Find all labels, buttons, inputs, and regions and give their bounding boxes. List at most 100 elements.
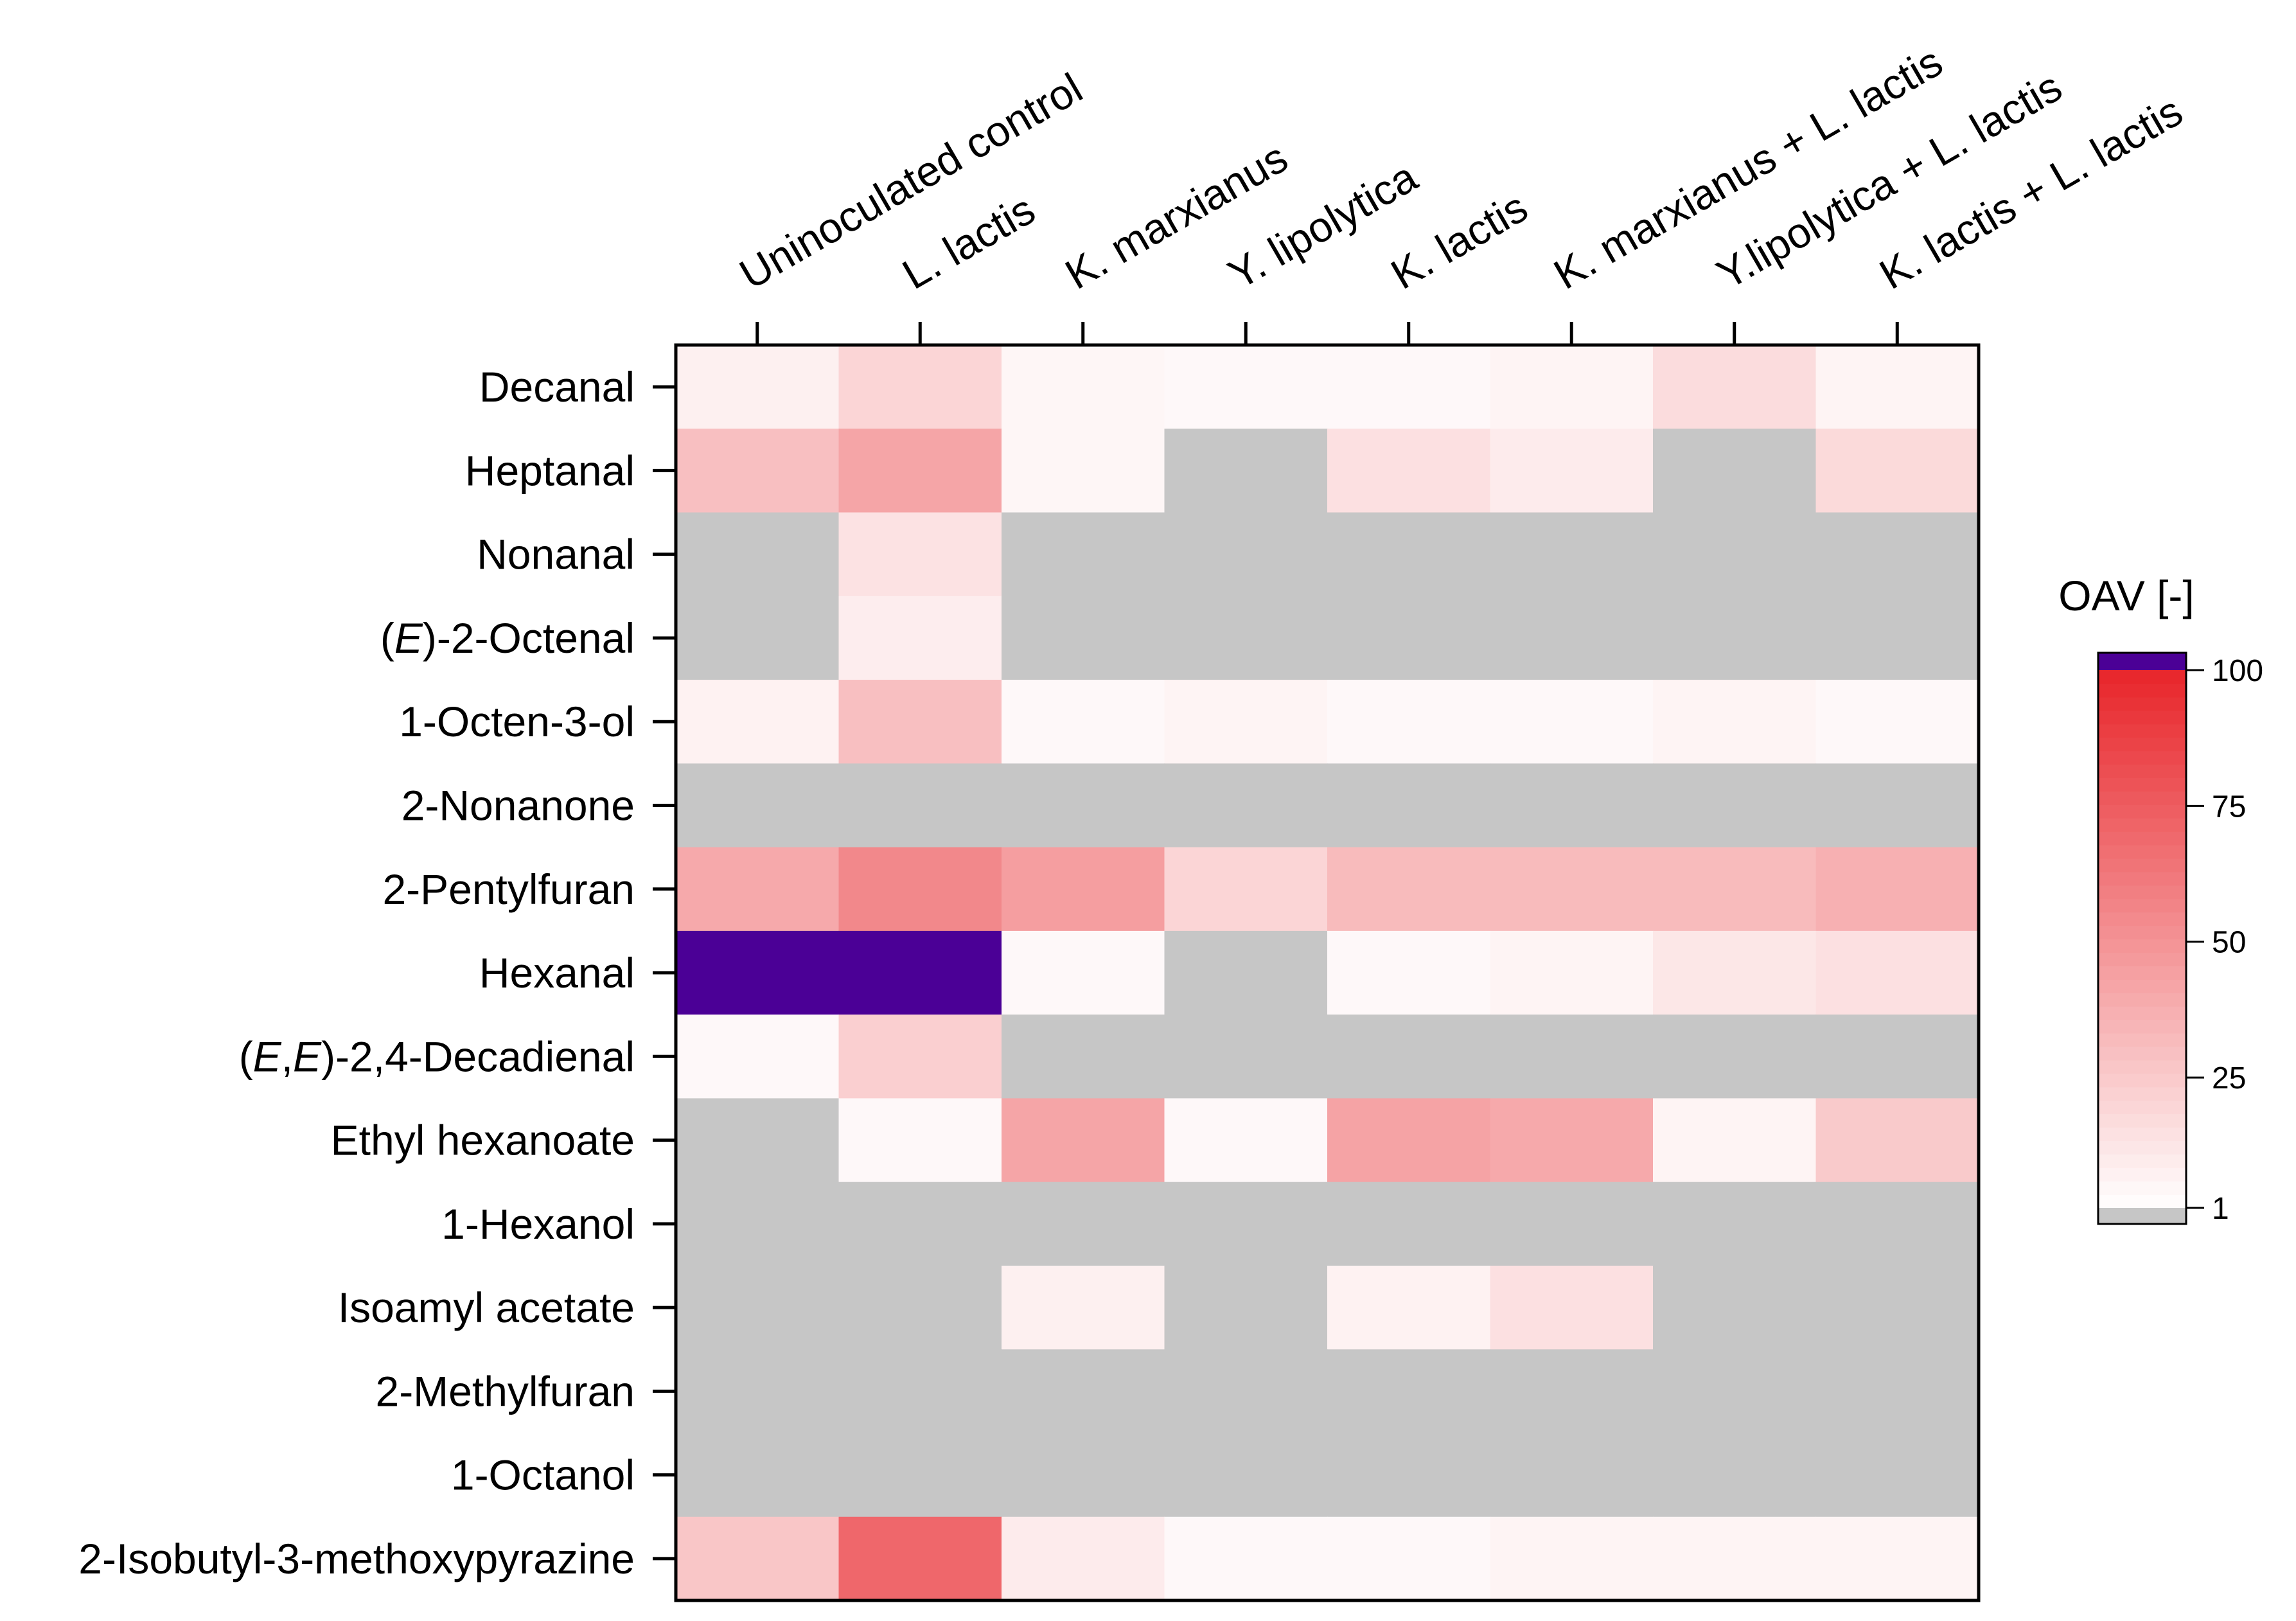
colorbar-step — [2098, 1194, 2186, 1209]
colorbar-step — [2098, 939, 2186, 953]
heatmap-cell — [838, 1265, 1002, 1350]
heatmap-cell — [1002, 680, 1165, 764]
colorbar-step — [2098, 966, 2186, 980]
heatmap-cell — [838, 1014, 1002, 1099]
row-label: Heptanal — [465, 447, 635, 494]
row-label-part: )-2-Octenal — [423, 614, 635, 662]
colorbar-step — [2098, 831, 2186, 846]
heatmap-cell — [1002, 596, 1165, 680]
heatmap-cell — [1164, 930, 1328, 1015]
colorbar-step — [2098, 1046, 2186, 1061]
row-label-part: E — [253, 1032, 282, 1080]
heatmap-cell — [838, 930, 1002, 1015]
heatmap-cell — [1164, 596, 1328, 680]
row-label-part: Hexanal — [479, 949, 635, 997]
heatmap-cell — [1164, 1349, 1328, 1434]
heatmap-cell — [838, 680, 1002, 764]
heatmap-cell — [838, 512, 1002, 597]
heatmap-cell — [676, 680, 840, 764]
heatmap-cell — [1653, 512, 1817, 597]
colorbar-title: OAV [-] — [2058, 572, 2194, 619]
row-label-part: Heptanal — [465, 447, 635, 494]
colorbar-step — [2098, 1167, 2186, 1182]
heatmap-cell — [838, 345, 1002, 429]
colorbar-step — [2098, 777, 2186, 792]
colorbar-step — [2098, 1181, 2186, 1195]
heatmap-cell — [1490, 763, 1654, 848]
row-label-part: )-2,4-Decadienal — [321, 1032, 635, 1080]
heatmap-cell — [676, 930, 840, 1015]
heatmap-cell — [676, 512, 840, 597]
colorbar-below-band — [2098, 1208, 2186, 1224]
row-label-part: ( — [239, 1032, 253, 1080]
colorbar-tick-label: 1 — [2212, 1192, 2229, 1226]
row-label: 1-Hexanol — [441, 1200, 635, 1248]
heatmap-cell — [676, 1014, 840, 1099]
colorbar-tick-label: 100 — [2212, 654, 2263, 688]
colorbar-step — [2098, 993, 2186, 1007]
heatmap-cell — [1815, 1182, 1979, 1266]
heatmap-cell — [1002, 1182, 1165, 1266]
heatmap-cell — [1815, 429, 1979, 513]
heatmap-cell — [1002, 763, 1165, 848]
heatmap-cell — [676, 1516, 840, 1601]
heatmap-cell — [1327, 680, 1491, 764]
heatmap-cell — [1164, 1433, 1328, 1518]
row-label-part: Ethyl hexanoate — [331, 1117, 635, 1164]
heatmap-cell — [838, 429, 1002, 513]
colorbar-step — [2098, 925, 2186, 940]
heatmap-cell — [1490, 930, 1654, 1015]
heatmap-cell — [1490, 1182, 1654, 1266]
heatmap-cell — [838, 1349, 1002, 1434]
heatmap-cell — [676, 1349, 840, 1434]
heatmap-cell — [1002, 847, 1165, 932]
heatmap-cell — [1653, 345, 1817, 429]
heatmap-cell — [1490, 1014, 1654, 1099]
row-label: Ethyl hexanoate — [331, 1117, 635, 1164]
heatmap-cell — [1327, 1265, 1491, 1350]
heatmap-cell — [676, 345, 840, 429]
heatmap-cell — [1164, 345, 1328, 429]
heatmap-cell — [1002, 1349, 1165, 1434]
heatmap-cell — [1490, 1433, 1654, 1518]
colorbar-step — [2098, 1020, 2186, 1034]
heatmap-cell — [1327, 429, 1491, 513]
row-label-part: 2-Nonanone — [402, 781, 635, 829]
heatmap-cell — [1490, 512, 1654, 597]
heatmap-cell — [1327, 1098, 1491, 1183]
heatmap-cell — [1653, 1182, 1817, 1266]
heatmap-cell — [676, 847, 840, 932]
colorbar-step — [2098, 1086, 2186, 1101]
row-label: 2-Pentylfuran — [382, 865, 635, 913]
colorbar-step — [2098, 1073, 2186, 1088]
row-label-part: Decanal — [479, 363, 635, 411]
heatmap-cell — [838, 1098, 1002, 1183]
heatmap-cell — [1490, 1516, 1654, 1601]
heatmap-cell — [1815, 1098, 1979, 1183]
colorbar-step — [2098, 1059, 2186, 1074]
heatmap-cell — [1327, 1349, 1491, 1434]
colorbar-step — [2098, 750, 2186, 765]
row-label-part: 2-Pentylfuran — [382, 865, 635, 913]
heatmap-cell — [1653, 429, 1817, 513]
heatmap-cell — [1327, 512, 1491, 597]
heatmap-cell — [1327, 1182, 1491, 1266]
heatmap-cell — [1653, 1014, 1817, 1099]
heatmap-cell — [1653, 847, 1817, 932]
colorbar-over-band — [2098, 653, 2186, 670]
heatmap-cell — [1164, 1265, 1328, 1350]
row-label-part: 1-Octanol — [451, 1451, 635, 1499]
heatmap-cell — [1164, 1014, 1328, 1099]
heatmap-cell — [1653, 1516, 1817, 1601]
heatmap-cell — [1490, 345, 1654, 429]
heatmap-cell — [1490, 1098, 1654, 1183]
row-label: Hexanal — [479, 949, 635, 997]
row-label: 1-Octen-3-ol — [399, 698, 635, 745]
heatmap-cell — [1815, 345, 1979, 429]
heatmap-cell — [676, 1098, 840, 1183]
heatmap-cell — [838, 847, 1002, 932]
row-label: (E,E)-2,4-Decadienal — [239, 1032, 635, 1080]
heatmap-cell — [1327, 1014, 1491, 1099]
heatmap-cell — [1327, 1516, 1491, 1601]
